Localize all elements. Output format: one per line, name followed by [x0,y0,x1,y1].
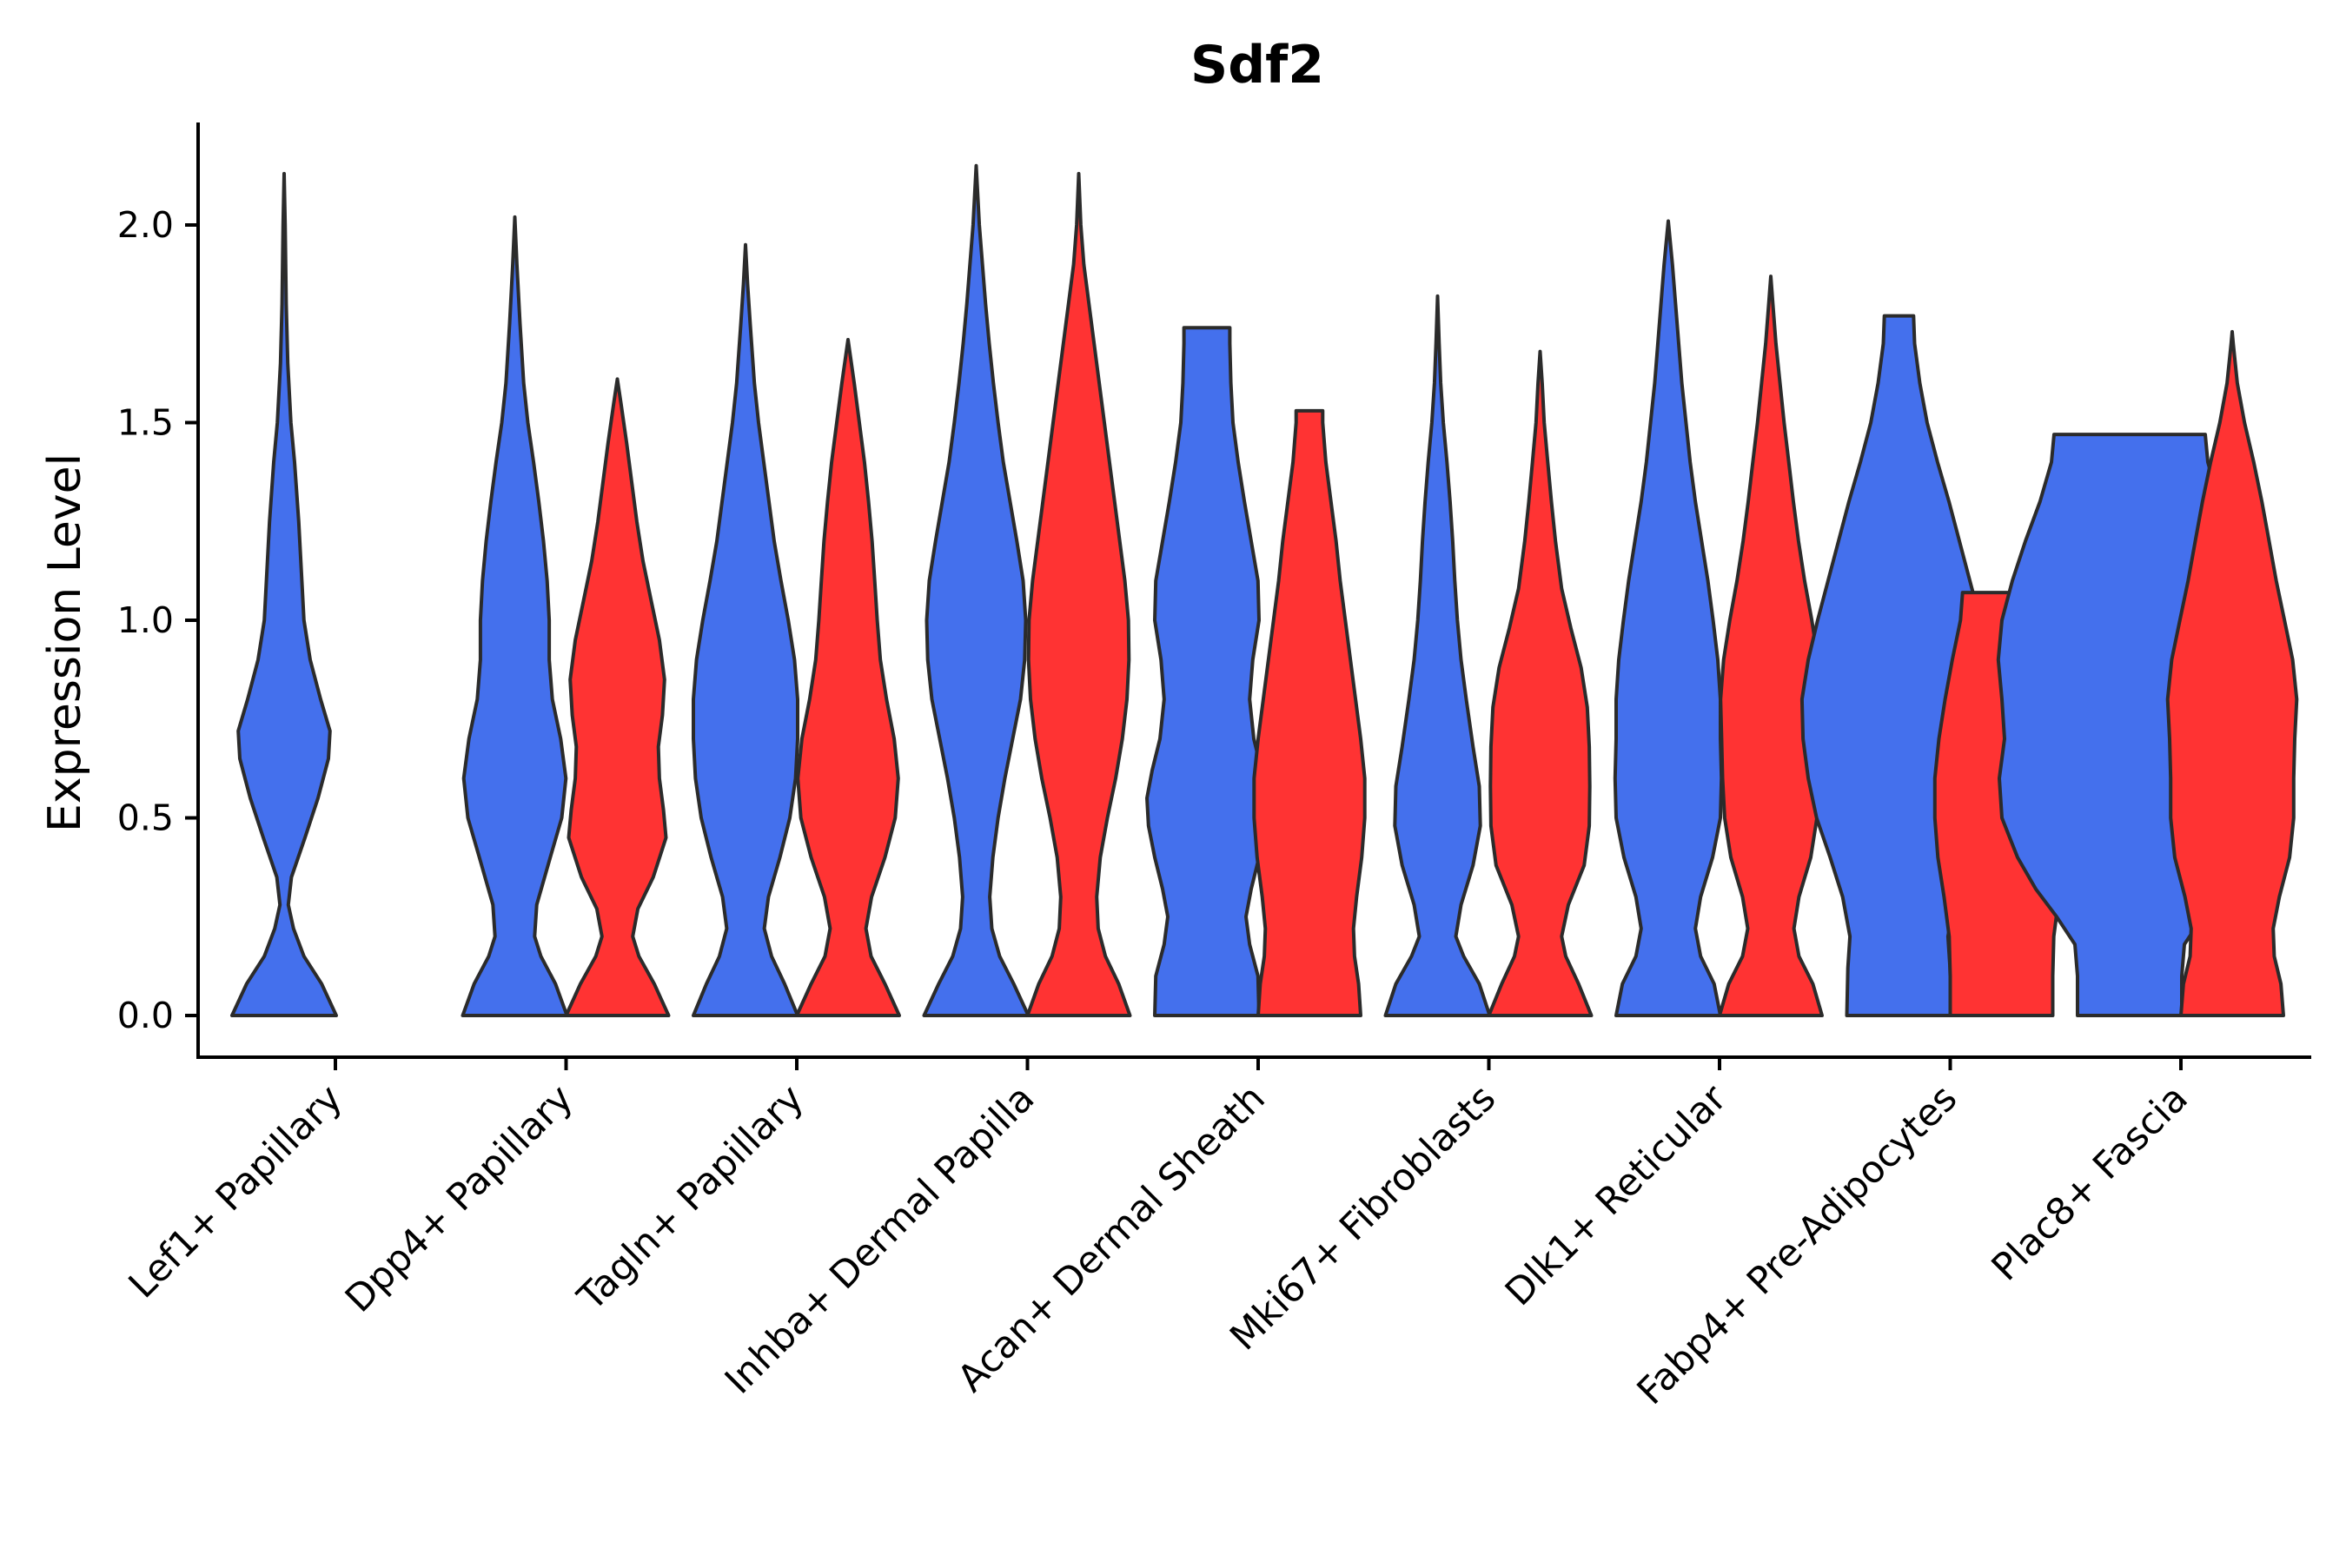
y-axis-label: Expression Level [39,453,91,832]
violin-blue-5 [1383,294,1492,1017]
violin-blue-4 [1145,326,1269,1017]
y-tick-label: 1.5 [117,402,174,444]
y-tick-label: 0.5 [117,797,174,839]
violin-red-3 [1025,171,1132,1017]
violin-red-1 [564,377,671,1017]
x-tick-label: Mki67+ Fibroblasts [1222,1076,1504,1359]
x-tick-label: Plac8+ Fascia [1984,1076,2197,1289]
violin-red-5 [1487,349,1594,1017]
violin-red-8 [2165,329,2299,1017]
violin-red-6 [1718,275,1824,1017]
x-tick-label: Dlk1+ Reticular [1497,1076,1735,1314]
violin-blue-1 [461,215,569,1017]
violin-blue-3 [922,163,1031,1017]
x-tick-label: Lef1+ Papillary [121,1076,351,1307]
violin-red-2 [795,338,901,1017]
x-tick-label: Dpp4+ Papillary [337,1076,581,1320]
violin-blue-2 [692,242,799,1017]
chart-title: Sdf2 [1190,35,1324,96]
violin-red-4 [1252,408,1367,1017]
violin-blue-0 [230,171,338,1017]
x-tick-label: Tagln+ Papillary [569,1076,812,1320]
violins-layer [230,163,2299,1017]
y-tick-label: 1.0 [117,599,174,641]
y-tick-label: 2.0 [117,204,174,246]
y-tick-label: 0.0 [117,995,174,1036]
violin-blue-6 [1613,219,1724,1017]
